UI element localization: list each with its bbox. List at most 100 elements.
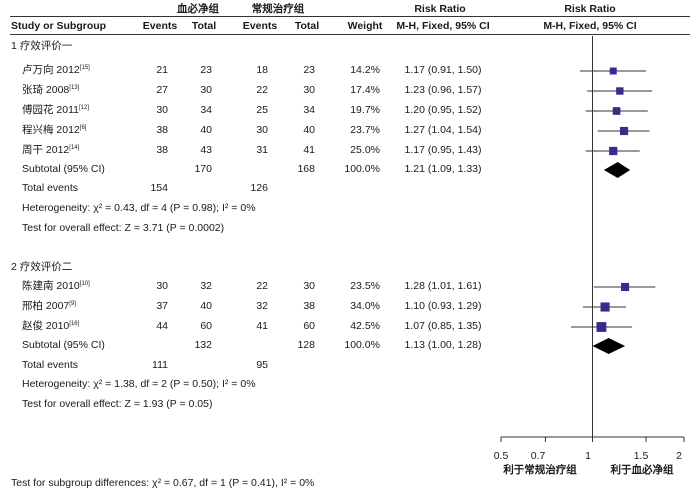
total-events-2-label: Total events — [22, 359, 79, 371]
ci: 1.07 (0.85, 1.35) — [404, 320, 482, 332]
t1: 60 — [200, 320, 212, 332]
e1: 38 — [156, 124, 168, 136]
axis-tick-label: 2 — [676, 450, 682, 462]
t2: 40 — [303, 124, 315, 136]
t2: 60 — [303, 320, 315, 332]
study-ref: [12] — [79, 105, 90, 111]
col-total2: Total — [294, 20, 320, 32]
subtotal-2-ci: 1.13 (1.00, 1.28) — [404, 339, 482, 351]
subtotal-diamond — [603, 162, 631, 178]
study-row-8-name: 赵俊 2010[16] — [22, 320, 79, 333]
e2: 30 — [256, 124, 268, 136]
header-rule-top — [10, 16, 690, 17]
t2: 34 — [303, 104, 315, 116]
subtotal-2-label: Subtotal (95% CI) — [22, 339, 105, 351]
study-name: 赵俊 2010 — [22, 320, 70, 332]
ci: 1.10 (0.93, 1.29) — [404, 300, 482, 312]
axis-tick-label: 1.5 — [633, 450, 649, 462]
total-events-1-label: Total events — [22, 182, 79, 194]
subtotal-1-ci: 1.21 (1.09, 1.33) — [404, 163, 482, 175]
t1: 40 — [200, 300, 212, 312]
study-name: 邢柏 2007 — [22, 300, 70, 312]
e1: 44 — [156, 320, 168, 332]
study-name: 周干 2012 — [22, 144, 70, 156]
t2: 23 — [303, 64, 315, 76]
total-events-1-e1: 154 — [150, 182, 168, 194]
overall-effect-1: Test for overall effect: Z = 3.71 (P = 0… — [22, 222, 225, 234]
e1: 38 — [156, 144, 168, 156]
subtotal-1-label: Subtotal (95% CI) — [22, 163, 105, 175]
e2: 22 — [256, 280, 268, 292]
e2: 31 — [256, 144, 268, 156]
study-estimate-marker — [616, 87, 624, 95]
t2: 41 — [303, 144, 315, 156]
subgroup-differences: Test for subgroup differences: χ² = 0.67… — [11, 477, 315, 489]
rr-header-2: Risk Ratio — [564, 3, 616, 15]
weight: 19.7% — [350, 104, 380, 116]
header-rule-bottom — [10, 34, 690, 35]
subtotal-2-t2: 128 — [297, 339, 315, 351]
e1: 30 — [156, 280, 168, 292]
study-row-1-name: 卢万向 2012[15] — [22, 64, 90, 77]
study-ref: [10] — [79, 281, 90, 287]
t1: 32 — [200, 280, 212, 292]
subgroup-1-title: 1 疗效评价一 — [11, 40, 73, 52]
study-row-7-name: 邢柏 2007[9] — [22, 300, 76, 313]
col-method2: M-H, Fixed, 95% CI — [543, 20, 637, 32]
subgroup-2-title: 2 疗效评价二 — [11, 261, 73, 273]
study-name: 陈建南 2010 — [22, 280, 80, 292]
study-estimate-marker — [596, 322, 607, 332]
e1: 37 — [156, 300, 168, 312]
weight: 17.4% — [350, 84, 380, 96]
ci: 1.28 (1.01, 1.61) — [404, 280, 482, 292]
study-name: 张琦 2008 — [22, 84, 70, 96]
study-ref: [14] — [69, 145, 80, 151]
study-name: 卢万向 2012 — [22, 64, 80, 76]
favours-right-label: 利于血必净组 — [610, 464, 674, 476]
favours-left-label: 利于常规治疗组 — [503, 464, 577, 476]
axis-tick-label: 1 — [585, 450, 591, 462]
overall-effect-2: Test for overall effect: Z = 1.93 (P = 0… — [22, 398, 213, 410]
study-estimate-marker — [619, 126, 629, 136]
rr-header-1: Risk Ratio — [414, 3, 466, 15]
e1: 21 — [156, 64, 168, 76]
study-row-6-name: 陈建南 2010[10] — [22, 280, 90, 293]
study-estimate-marker — [600, 302, 610, 312]
study-estimate-marker — [612, 107, 621, 115]
study-row-3-name: 傅园花 2011[12] — [22, 104, 89, 117]
study-ref: [16] — [69, 321, 80, 327]
ci: 1.27 (1.04, 1.54) — [404, 124, 482, 136]
study-estimate-marker — [609, 67, 617, 75]
col-method1: M-H, Fixed, 95% CI — [396, 20, 490, 32]
study-row-4-name: 程兴梅 2012[6] — [22, 124, 86, 137]
subtotal-1-t1: 170 — [194, 163, 212, 175]
ci: 1.20 (0.95, 1.52) — [404, 104, 482, 116]
col-weight: Weight — [347, 20, 383, 32]
study-estimate-marker — [621, 282, 630, 292]
study-name: 傅园花 2011 — [22, 104, 79, 116]
group2-header: 常规治疗组 — [251, 3, 305, 15]
weight: 23.5% — [350, 280, 380, 292]
subtotal-diamond — [592, 338, 626, 354]
subtotal-1-t2: 168 — [297, 163, 315, 175]
e2: 18 — [256, 64, 268, 76]
total-events-2-e2: 95 — [256, 359, 268, 371]
heterogeneity-2: Heterogeneity: χ² = 1.38, df = 2 (P = 0.… — [22, 378, 256, 390]
t1: 43 — [200, 144, 212, 156]
study-row-5-name: 周干 2012[14] — [22, 144, 79, 157]
subtotal-2-t1: 132 — [194, 339, 212, 351]
study-name: 程兴梅 2012 — [22, 124, 80, 136]
col-events1: Events — [142, 20, 178, 32]
ci: 1.17 (0.95, 1.43) — [404, 144, 482, 156]
axis-tick-label: 0.7 — [530, 450, 546, 462]
ci: 1.17 (0.91, 1.50) — [404, 64, 482, 76]
study-ref: [13] — [69, 85, 80, 91]
weight: 14.2% — [350, 64, 380, 76]
group1-header: 血必净组 — [177, 3, 219, 15]
col-events2: Events — [242, 20, 278, 32]
e2: 32 — [256, 300, 268, 312]
total-events-1-e2: 126 — [250, 182, 268, 194]
t1: 23 — [200, 64, 212, 76]
e2: 22 — [256, 84, 268, 96]
heterogeneity-1: Heterogeneity: χ² = 0.43, df = 4 (P = 0.… — [22, 202, 256, 214]
